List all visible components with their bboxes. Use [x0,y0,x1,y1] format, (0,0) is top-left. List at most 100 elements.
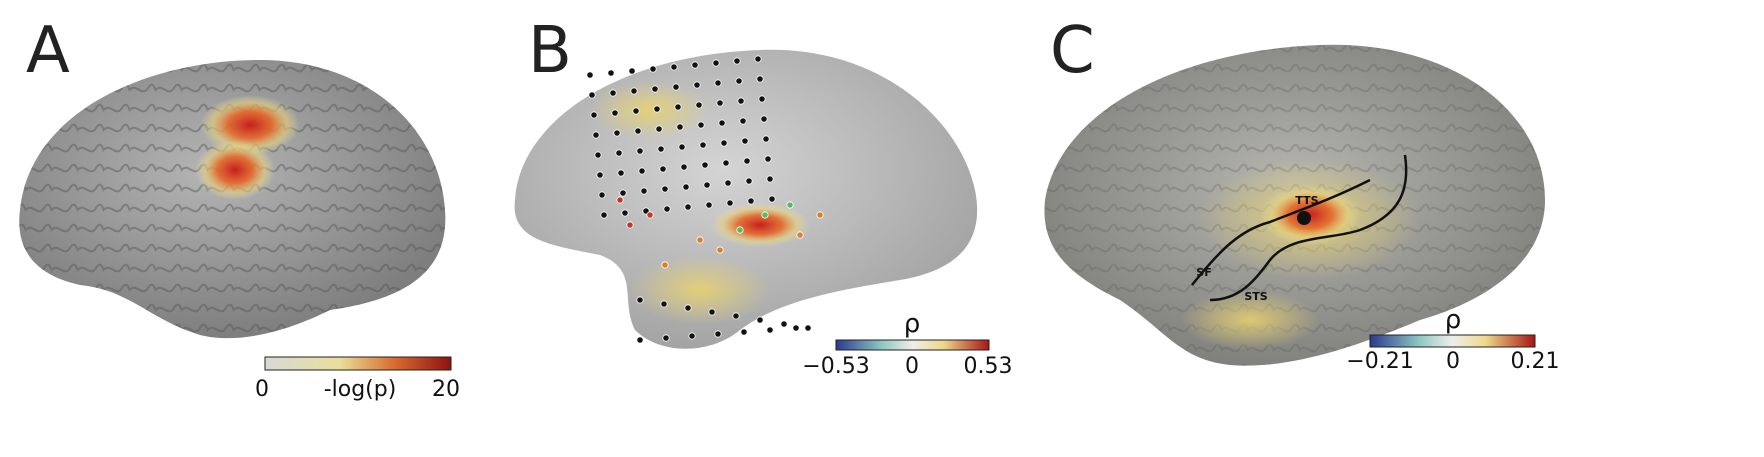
electrode [590,111,598,119]
electrode [592,131,600,139]
electrode [708,308,716,316]
electrode [792,324,800,332]
electrode [619,189,627,197]
colorbar-symbol: ρ [904,309,921,339]
electrode [632,107,640,115]
electrode [754,55,762,63]
electrode [735,77,743,85]
electrode [607,69,615,77]
electrode [617,169,625,177]
electrodes [586,55,824,344]
electrode [712,59,720,67]
electrode [680,163,688,171]
electrode [678,143,686,151]
electrode [670,63,678,71]
activation [630,255,770,325]
activation [590,80,710,140]
electrode [636,296,644,304]
electrode [756,75,764,83]
electrode [747,197,755,205]
electrode [696,236,704,244]
electrode [766,175,774,183]
sts-line [1209,154,1408,302]
colorbar-tick: 0 [1446,349,1460,374]
electrode [756,316,764,324]
electrode [684,203,692,211]
electrode [615,149,623,157]
colorbar-tick: 0 [905,354,919,379]
activation [1180,290,1320,350]
electrode [661,185,669,193]
electrode [758,95,766,103]
electrode [764,155,772,163]
colorbar-tick: 0 [255,377,269,402]
electrode [740,328,748,336]
electrode [691,61,699,69]
colorbar-label: -log(p) [324,377,397,402]
electrode [684,304,692,312]
electrode [741,137,749,145]
electrode [676,123,684,131]
electrode [640,187,648,195]
electrode [722,159,730,167]
colorbar-tick: 0.53 [964,354,1013,379]
electrode [762,135,770,143]
electrode [718,119,726,127]
electrode [695,101,703,109]
electrode [663,205,671,213]
panel-label: B [528,14,572,88]
electrode [630,87,638,95]
electrode [699,141,707,149]
electrode [600,211,608,219]
electrode [646,211,654,219]
colorbar [264,356,452,371]
electrode [660,300,668,308]
colorbar-tick: −0.21 [1346,349,1413,374]
electrode [611,109,619,117]
colorbar-symbol: ρ [1445,305,1462,335]
electrode [636,336,644,344]
colorbar [835,339,990,351]
activation [195,140,275,200]
electrode [732,312,740,320]
electrode [653,105,661,113]
electrode [628,67,636,75]
electrode [659,165,667,173]
electrode [638,167,646,175]
electrode [737,97,745,105]
electrode [655,125,663,133]
electrode [594,151,602,159]
electrode [651,85,659,93]
electrode [768,195,776,203]
annotation: SF [1196,266,1211,279]
electrode [760,115,768,123]
electrode [716,246,724,254]
electrode [596,171,604,179]
electrode [745,177,753,185]
electrode [613,129,621,137]
annotation: TTS [1295,194,1318,207]
electrode [761,211,769,219]
activation [710,203,810,247]
electrode [716,99,724,107]
electrode [714,79,722,87]
electrode [598,191,606,199]
electrode [780,320,788,328]
electrode [688,332,696,340]
electrode [720,139,728,147]
colorbar-tick: 20 [432,377,460,402]
electrode [634,127,642,135]
electrode [705,201,713,209]
activation [200,95,300,155]
electrode [816,211,824,219]
electrode [701,161,709,169]
electrode [804,324,812,332]
electrode [766,326,774,334]
electrode [621,209,629,217]
electrode [657,145,665,153]
panel-label: A [26,14,70,88]
electrode [697,121,705,129]
electrode [649,65,657,73]
tts-marker [1297,211,1311,225]
